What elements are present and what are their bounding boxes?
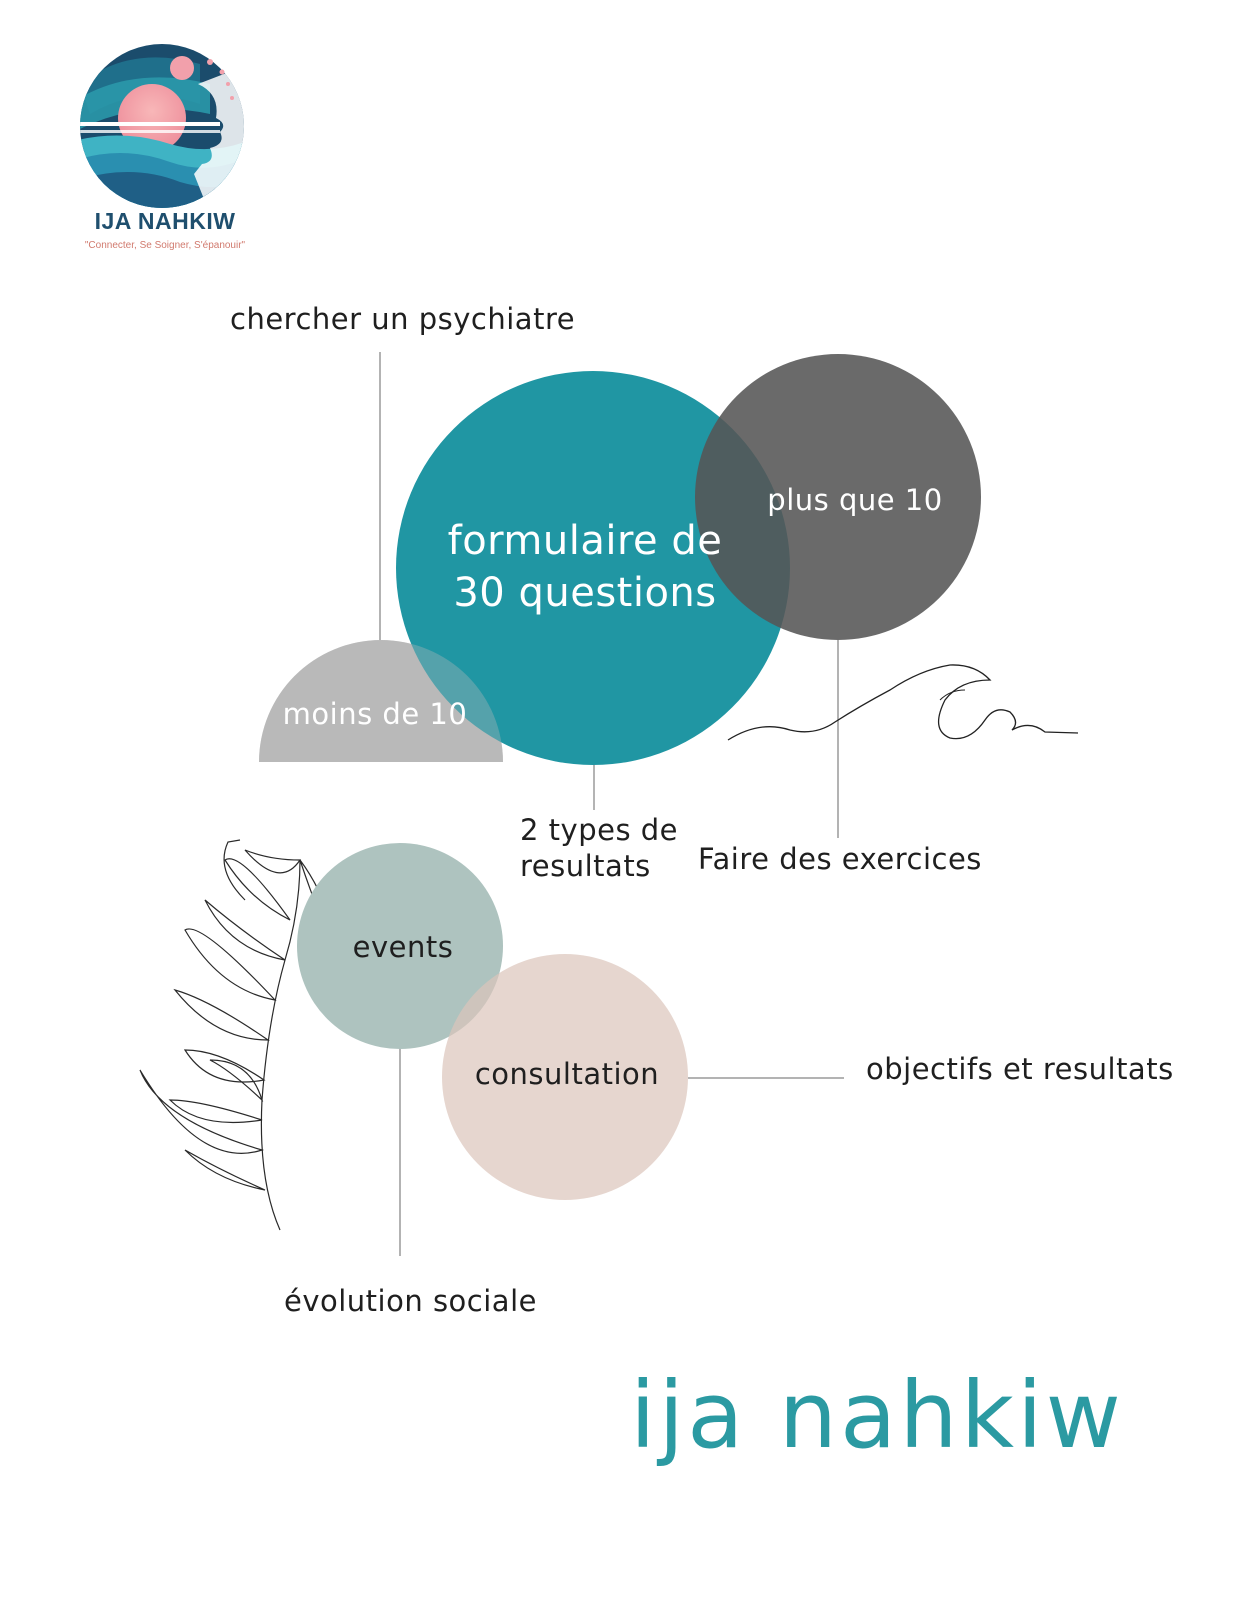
label-plus: plus que 10 xyxy=(767,483,943,517)
circle-formulaire xyxy=(396,371,790,765)
label-top: chercher un psychiatre xyxy=(230,302,576,336)
wave-line-icon xyxy=(727,664,1079,741)
brand-text: ija nahkiw xyxy=(630,1362,1124,1469)
logo-name: IJA NAHKIW xyxy=(94,208,236,234)
logo-emblem-icon xyxy=(80,44,244,208)
label-evolution: évolution sociale xyxy=(284,1284,537,1318)
circle-events xyxy=(297,843,503,1049)
logo-tagline: "Connecter, Se Soigner, S'épanouir" xyxy=(84,240,246,251)
label-objectifs: objectifs et resultats xyxy=(866,1052,1174,1086)
label-resultats: 2 types de resultats xyxy=(520,813,679,884)
label-events: events xyxy=(352,930,454,964)
label-formulaire: formulaire de 30 questions xyxy=(447,518,723,616)
circle-plus xyxy=(695,354,981,640)
circle-consultation xyxy=(442,954,688,1200)
label-moins: moins de 10 xyxy=(282,697,468,731)
label-consultation: consultation xyxy=(474,1057,660,1091)
label-exercices: Faire des exercices xyxy=(698,842,982,876)
